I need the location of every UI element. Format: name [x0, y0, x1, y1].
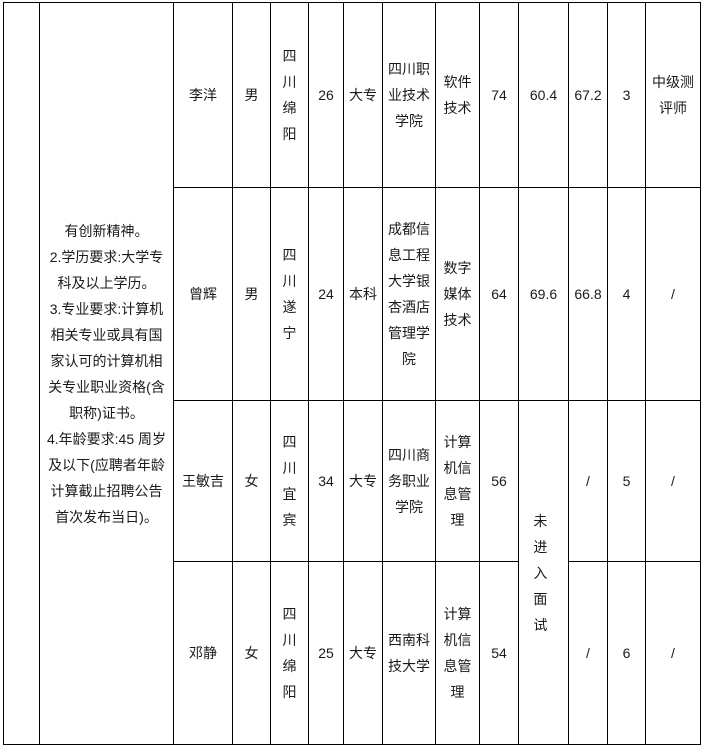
cell-age: 26 — [308, 2, 344, 188]
cell-remark: / — [645, 400, 701, 562]
cell-total-score: 67.2 — [568, 2, 608, 188]
cell-rank: 3 — [607, 2, 646, 188]
cell-school: 西南科技大学 — [382, 561, 436, 745]
cell-major: 软件技术 — [435, 2, 480, 188]
cell-remark: / — [645, 561, 701, 745]
table-row: 邓静 女 四川绵阳 25 大专 西南科技大学 计算机信息管理 54 / 6 / — [4, 561, 701, 745]
cell-total-score: / — [568, 400, 608, 562]
cell-major: 计算机信息管理 — [435, 400, 480, 562]
requirements-cell: 有创新精神。 2.学历要求:大学专科及以上学历。 3.专业要求:计算机相关专业或… — [39, 2, 174, 745]
cell-age: 34 — [308, 400, 344, 562]
requirement-line: 3.专业要求:计算机相关专业或具有国家认可的计算机相关专业职业资格(含职称)证书… — [48, 300, 165, 421]
cell-written-score: 54 — [479, 561, 519, 745]
cell-gender: 男 — [232, 2, 271, 188]
cell-name: 李洋 — [173, 2, 233, 188]
cell-origin: 四川绵阳 — [270, 2, 309, 188]
cell-gender: 女 — [232, 400, 271, 562]
cell-interview-merged-note: 未进入面试 — [518, 400, 569, 745]
cell-total-score: 66.8 — [568, 187, 608, 401]
cell-written-score: 64 — [479, 187, 519, 401]
requirement-line: 有创新精神。 — [64, 222, 149, 239]
cell-education: 大专 — [343, 2, 383, 188]
cell-written-score: 56 — [479, 400, 519, 562]
cell-major: 数字媒体技术 — [435, 187, 480, 401]
cell-written-score: 74 — [479, 2, 519, 188]
cell-origin: 四川绵阳 — [270, 561, 309, 745]
cell-name: 王敏吉 — [173, 400, 233, 562]
cell-interview-score: 60.4 — [518, 2, 569, 188]
cell-rank: 6 — [607, 561, 646, 745]
requirement-line: 2.学历要求:大学专科及以上学历。 — [49, 248, 164, 291]
table-row: 曾辉 男 四川遂宁 24 本科 成都信息工程大学银杏酒店管理学院 数字媒体技术 … — [4, 187, 701, 401]
cell-origin: 四川宜宾 — [270, 400, 309, 562]
cell-major: 计算机信息管理 — [435, 561, 480, 745]
left-empty-cell — [3, 2, 40, 745]
table-row: 王敏吉 女 四川宜宾 34 大专 四川商务职业学院 计算机信息管理 56 未进入… — [4, 400, 701, 745]
cell-remark: / — [645, 187, 701, 401]
cell-interview-score: 69.6 — [518, 187, 569, 401]
cell-education: 大专 — [343, 400, 383, 562]
cell-rank: 5 — [607, 400, 646, 562]
requirement-line: 4.年龄要求:45 周岁及以下(应聘者年龄计算截止招聘公告首次发布当日)。 — [46, 430, 167, 525]
cell-rank: 4 — [607, 187, 646, 401]
cell-education: 本科 — [343, 187, 383, 401]
cell-age: 24 — [308, 187, 344, 401]
cell-education: 大专 — [343, 561, 383, 745]
cell-gender: 女 — [232, 561, 271, 745]
cell-name: 曾辉 — [173, 187, 233, 401]
cell-school: 成都信息工程大学银杏酒店管理学院 — [382, 187, 436, 401]
cell-remark: 中级测评师 — [645, 2, 701, 188]
cell-age: 25 — [308, 561, 344, 745]
cell-origin: 四川遂宁 — [270, 187, 309, 401]
cell-school: 四川职业技术学院 — [382, 2, 436, 188]
candidate-results-table: 有创新精神。 2.学历要求:大学专科及以上学历。 3.专业要求:计算机相关专业或… — [3, 2, 701, 745]
cell-total-score: / — [568, 561, 608, 745]
table-row: 有创新精神。 2.学历要求:大学专科及以上学历。 3.专业要求:计算机相关专业或… — [3, 2, 701, 745]
cell-school: 四川商务职业学院 — [382, 400, 436, 562]
cell-gender: 男 — [232, 187, 271, 401]
cell-name: 邓静 — [173, 561, 233, 745]
merged-note-text: 未进入面试 — [533, 512, 554, 633]
